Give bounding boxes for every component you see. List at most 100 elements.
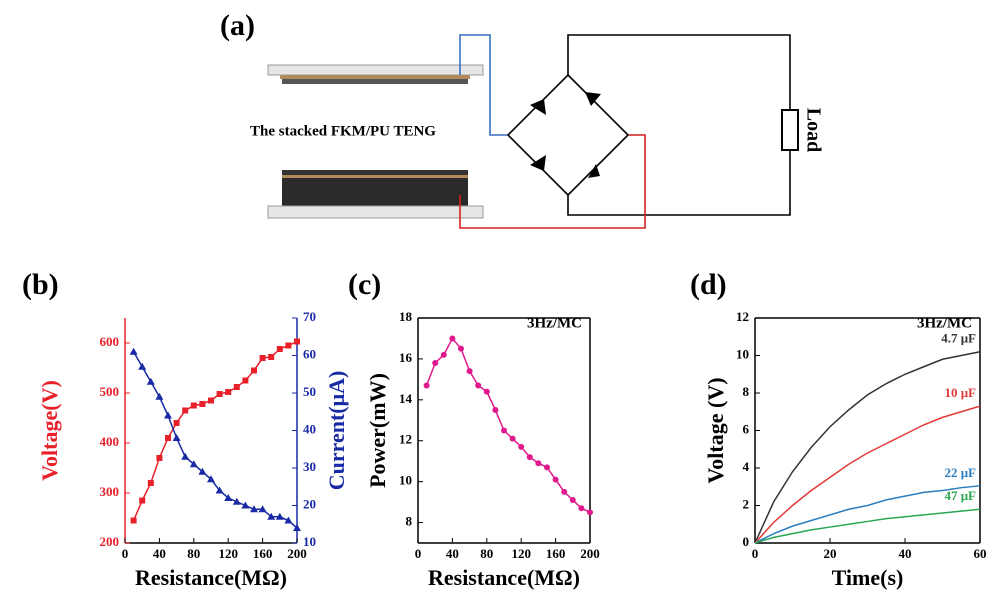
marker (234, 384, 240, 390)
marker (208, 398, 214, 404)
marker (131, 518, 137, 524)
marker (130, 348, 138, 355)
y2-tick-label: 10 (303, 534, 316, 549)
panel-label: (c) (348, 268, 381, 301)
wire (460, 35, 508, 135)
foam (282, 178, 468, 206)
marker (174, 420, 180, 426)
marker (458, 346, 464, 352)
wire (460, 135, 645, 228)
marker (527, 454, 533, 460)
figure: (a) The stacked FKM/PU TENG Load (b) 0 40 8… (0, 0, 989, 597)
marker (155, 393, 163, 400)
x-tick-label: 40 (446, 546, 459, 561)
marker (484, 389, 490, 395)
panel-label: (b) (22, 268, 59, 301)
y-tick-label: 10 (399, 473, 412, 488)
series-line (755, 352, 980, 543)
marker (138, 363, 146, 370)
x-tick-label: 160 (546, 546, 566, 561)
marker (139, 498, 145, 504)
x-axis-label: Time(s) (832, 565, 904, 590)
marker (181, 453, 189, 460)
y2-tick-label: 20 (303, 496, 316, 511)
load (782, 110, 798, 150)
x-tick-label: 80 (480, 546, 493, 561)
plate (268, 206, 483, 218)
film (282, 79, 468, 84)
x-tick-label: 40 (153, 546, 166, 561)
x-tick-label: 0 (122, 546, 129, 561)
marker (225, 389, 231, 395)
marker (570, 497, 576, 503)
marker (191, 403, 197, 409)
y-tick-label: 16 (399, 350, 413, 365)
y-tick-label: 8 (743, 384, 750, 399)
x-tick-label: 40 (899, 546, 912, 561)
film (282, 170, 468, 175)
y2-tick-label: 50 (303, 384, 316, 399)
y-tick-label: 2 (743, 496, 750, 511)
x-tick-label: 80 (187, 546, 200, 561)
marker (535, 460, 541, 466)
series-line (427, 338, 590, 512)
series-label: 22 μF (944, 465, 976, 480)
y-tick-label: 6 (743, 421, 750, 436)
series-label: 4.7 μF (941, 331, 976, 346)
y-tick-label: 500 (100, 384, 120, 399)
caption: The stacked FKM/PU TENG (250, 123, 436, 139)
x-tick-label: 20 (824, 546, 837, 561)
x-tick-label: 200 (580, 546, 600, 561)
x-tick-label: 0 (415, 546, 422, 561)
marker (449, 335, 455, 341)
y-axis-label: Power(mW) (365, 373, 390, 488)
marker (147, 378, 155, 385)
series-label: 47 μF (944, 488, 976, 503)
series-label: 10 μF (944, 385, 976, 400)
marker (294, 339, 300, 345)
y-tick-label: 200 (100, 534, 120, 549)
marker (475, 383, 481, 389)
y-tick-label: 18 (399, 309, 413, 324)
annotation: 3Hz/MC (527, 315, 582, 331)
series-line (134, 342, 297, 521)
marker (561, 489, 567, 495)
x-tick-label: 120 (511, 546, 531, 561)
x-tick-label: 120 (218, 546, 238, 561)
y-axis-label: Voltage(V) (37, 380, 62, 481)
marker (251, 368, 257, 374)
marker (165, 435, 171, 441)
marker (587, 509, 593, 515)
x-axis-label: Resistance(MΩ) (428, 565, 580, 590)
y2-tick-label: 40 (303, 421, 316, 436)
marker (148, 480, 154, 486)
y2-tick-label: 30 (303, 459, 316, 474)
x-tick-label: 0 (752, 546, 759, 561)
marker (199, 401, 205, 407)
y-tick-label: 300 (100, 484, 120, 499)
circuit-diagram: (a) The stacked FKM/PU TENG Load (220, 9, 824, 228)
load-label: Load (802, 108, 824, 152)
marker (277, 346, 283, 352)
electrode (280, 75, 470, 79)
marker (578, 505, 584, 511)
marker (156, 455, 162, 461)
marker (441, 352, 447, 358)
y2-tick-label: 70 (303, 309, 316, 324)
diode (530, 92, 601, 178)
marker (544, 464, 550, 470)
marker (242, 378, 248, 384)
y-tick-label: 400 (100, 434, 120, 449)
marker (260, 355, 266, 361)
annotation: 3Hz/MC (917, 315, 972, 331)
marker (510, 436, 516, 442)
plate (268, 65, 483, 75)
marker (285, 343, 291, 349)
marker (268, 354, 274, 360)
bridge (508, 75, 628, 195)
x-tick-label: 160 (253, 546, 273, 561)
electrode (282, 175, 468, 178)
marker (424, 383, 430, 389)
y-tick-label: 12 (399, 432, 412, 447)
marker (518, 444, 524, 450)
